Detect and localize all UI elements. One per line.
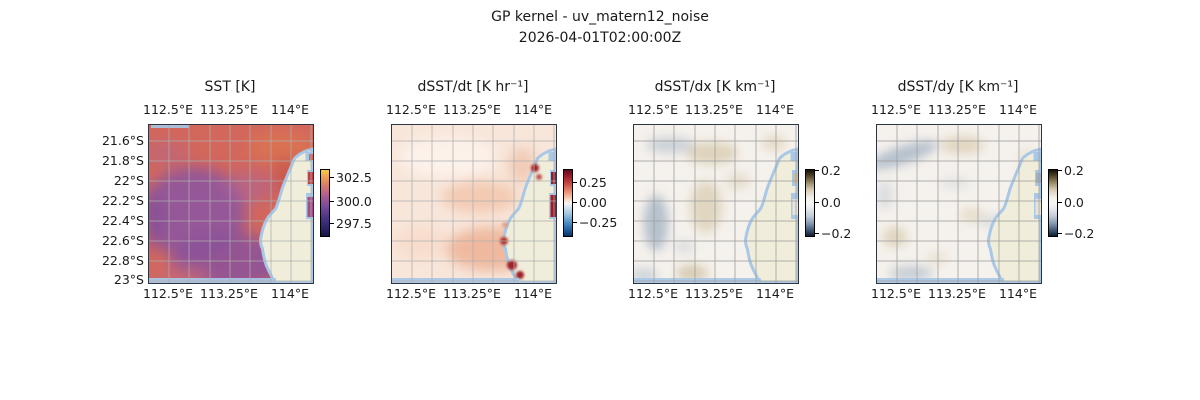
colorbar-label: −0.2 [821,226,852,241]
dsst-dt-map [391,124,557,284]
x-tick-bottom: 112.5°E [628,286,678,301]
colorbar-label: 0.2 [1064,163,1084,178]
dsst-dx-colorbar [805,169,815,237]
x-tick-top: 114°E [513,102,552,117]
x-tick-bottom: 114°E [270,286,309,301]
sst-map [148,124,314,284]
x-tick-bottom: 114°E [998,286,1037,301]
colorbar-tick [1058,233,1062,235]
x-tick-top: 113.25°E [928,102,986,117]
colorbar-label: 0.2 [821,163,841,178]
y-tick: 22.6°S [101,233,144,248]
colorbar-tick [330,201,334,203]
x-tick-bottom: 112.5°E [386,286,436,301]
x-tick-bottom: 113.25°E [685,286,743,301]
panel-title-dsst-dy: dSST/dy [K km⁻¹] [897,79,1019,95]
x-tick-bottom: 113.25°E [443,286,501,301]
colorbar-tick [573,202,577,204]
x-tick-top: 112.5°E [143,102,193,117]
x-tick-bottom: 113.25°E [200,286,258,301]
dsst-dx-map [633,124,799,284]
y-tick: 22.8°S [101,253,144,268]
x-tick-top: 114°E [270,102,309,117]
colorbar-label: 0.0 [1064,195,1084,210]
x-tick-top: 112.5°E [628,102,678,117]
x-tick-bottom: 112.5°E [143,286,193,301]
x-tick-bottom: 113.25°E [928,286,986,301]
y-tick: 23°S [113,272,144,287]
colorbar-tick [815,233,819,235]
x-tick-top: 113.25°E [685,102,743,117]
colorbar-label: 0.0 [821,195,841,210]
colorbar-tick [1058,202,1062,204]
colorbar-label: 300.0 [336,194,372,209]
coastal-strip [151,125,189,128]
x-tick-top: 112.5°E [386,102,436,117]
colorbar-tick [330,223,334,225]
sst-field [149,131,313,283]
sst-colorbar [320,169,330,237]
colorbar-label: −0.2 [1064,226,1095,241]
y-tick: 22°S [113,173,144,188]
colorbar-label: 302.5 [336,170,372,185]
panel-title-sst: SST [K] [204,79,256,95]
panel-title-dsst-dx: dSST/dx [K km⁻¹] [654,79,776,95]
x-tick-top: 113.25°E [200,102,258,117]
y-tick: 21.8°S [101,153,144,168]
colorbar-tick [573,182,577,184]
figure-title-line2: 2026-04-01T02:00:00Z [518,30,682,46]
x-tick-top: 112.5°E [871,102,921,117]
figure-title-line1: GP kernel - uv_matern12_noise [491,9,709,25]
x-tick-top: 114°E [998,102,1037,117]
colorbar-tick [573,222,577,224]
x-tick-bottom: 114°E [513,286,552,301]
y-tick: 21.6°S [101,133,144,148]
colorbar-label: 0.25 [579,175,607,190]
x-tick-bottom: 114°E [755,286,794,301]
y-tick: 22.2°S [101,193,144,208]
colorbar-label: 0.00 [579,195,607,210]
dsst-dy-colorbar [1048,169,1058,237]
dsst-dt-colorbar [563,169,573,237]
panel-title-dsst-dt: dSST/dt [K hr⁻¹] [417,79,529,95]
x-tick-bottom: 112.5°E [871,286,921,301]
dsst-dy-map [876,124,1042,284]
colorbar-tick [1058,170,1062,172]
x-tick-top: 114°E [755,102,794,117]
colorbar-tick [815,202,819,204]
colorbar-label: 297.5 [336,216,372,231]
colorbar-label: −0.25 [579,215,618,230]
x-tick-top: 113.25°E [443,102,501,117]
y-tick: 22.4°S [101,213,144,228]
colorbar-tick [815,170,819,172]
colorbar-tick [330,177,334,179]
